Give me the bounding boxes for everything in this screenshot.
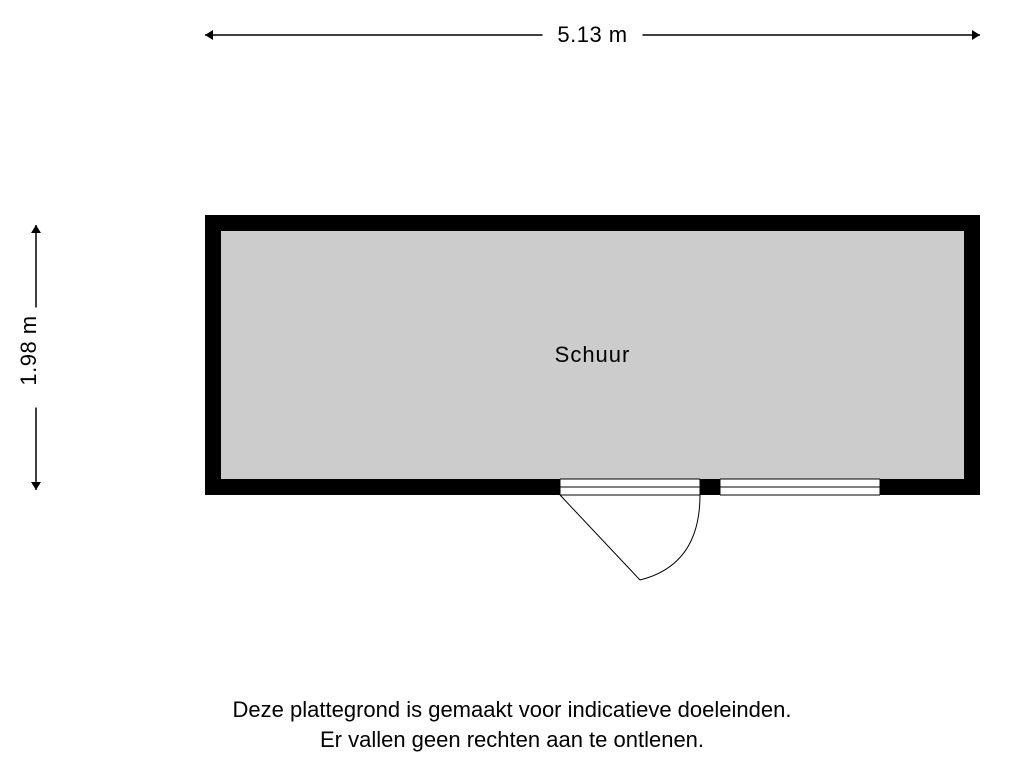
door-swing-arc [640,495,700,580]
room-label: Schuur [555,342,631,367]
disclaimer-footer: Deze plattegrond is gemaakt voor indicat… [0,695,1024,754]
disclaimer-line-1: Deze plattegrond is gemaakt voor indicat… [233,697,792,722]
wall-mullion [702,479,718,495]
door-leaf [560,495,640,580]
dimension-label-width: 5.13 m [557,22,627,47]
disclaimer-line-2: Er vallen geen rechten aan te ontlenen. [320,727,704,752]
dimension-label-height: 1.98 m [16,315,41,385]
floor-plan-svg: 5.13 m 1.98 m Schuur [0,0,1024,768]
